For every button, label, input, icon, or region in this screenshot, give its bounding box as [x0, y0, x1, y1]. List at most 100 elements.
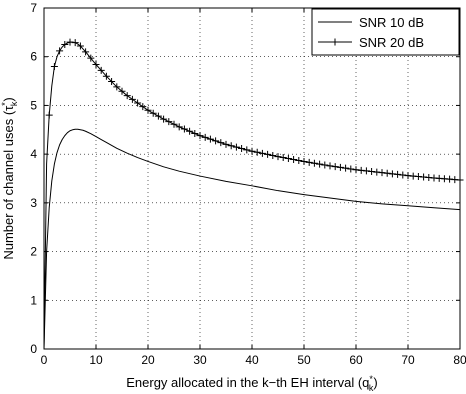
- data-point: [217, 139, 225, 147]
- data-point: [290, 156, 298, 164]
- y-tick-label: 3: [30, 196, 37, 210]
- data-point: [175, 123, 183, 131]
- data-point: [274, 153, 282, 161]
- x-tick-label: 10: [89, 353, 103, 367]
- data-point: [149, 109, 157, 117]
- legend-item-2: SNR 20 dB: [318, 35, 424, 50]
- legend-label: SNR 20 dB: [359, 35, 424, 50]
- data-point: [352, 166, 360, 174]
- x-tick-label: 70: [401, 353, 415, 367]
- legend-marker: [331, 38, 339, 46]
- data-point: [61, 41, 69, 49]
- legend-item-1: SNR 10 dB: [318, 15, 424, 30]
- data-point: [50, 62, 58, 70]
- y-tick-label: 1: [30, 293, 37, 307]
- data-point: [284, 155, 292, 163]
- data-point: [331, 163, 339, 171]
- x-tick-label: 20: [141, 353, 155, 367]
- data-point: [191, 129, 199, 137]
- series-line-1: [43, 128, 461, 350]
- y-tick-label: 2: [30, 245, 37, 259]
- data-point: [310, 159, 318, 167]
- data-point: [45, 111, 53, 119]
- data-point: [56, 47, 64, 55]
- y-axis-label-sub: k: [9, 101, 19, 106]
- data-point: [373, 168, 381, 176]
- series-markers-2: [45, 38, 464, 184]
- data-point: [71, 39, 79, 47]
- x-tick-label: 60: [349, 353, 363, 367]
- y-tick-label: 5: [30, 98, 37, 112]
- plot-area: [44, 8, 460, 349]
- data-point: [113, 83, 121, 91]
- data-point: [316, 160, 324, 168]
- data-point: [165, 118, 173, 126]
- data-point: [87, 54, 95, 62]
- y-tick-label: 7: [30, 1, 37, 15]
- data-point: [139, 103, 147, 111]
- data-point: [154, 112, 162, 120]
- data-point: [258, 149, 266, 157]
- data-point: [279, 154, 287, 162]
- data-point: [326, 162, 334, 170]
- data-point: [378, 169, 386, 177]
- data-point: [92, 61, 100, 69]
- data-point: [248, 147, 256, 155]
- data-point: [383, 169, 391, 177]
- data-point: [170, 120, 178, 128]
- legend-box: [311, 8, 460, 56]
- data-point: [102, 72, 110, 80]
- data-point: [160, 115, 168, 123]
- x-axis-label: Energy allocated in the k−th EH interval…: [126, 374, 378, 393]
- y-tick-label: 6: [30, 50, 37, 64]
- data-point: [295, 156, 303, 164]
- x-tick-label: 0: [41, 353, 48, 367]
- data-point: [212, 137, 220, 145]
- data-point: [399, 171, 407, 179]
- data-point: [394, 170, 402, 178]
- y-axis-label: Number of channel uses (τ*k): [0, 97, 19, 259]
- data-point: [186, 127, 194, 135]
- data-point: [357, 166, 365, 174]
- data-point: [321, 161, 329, 169]
- data-point: [347, 165, 355, 173]
- x-axis-label-main: Energy allocated in the k−th EH interval…: [126, 375, 369, 390]
- data-point: [97, 66, 105, 74]
- data-point: [118, 87, 126, 95]
- x-tick-label: 40: [245, 353, 259, 367]
- data-point: [368, 167, 376, 175]
- data-point: [180, 125, 188, 133]
- data-point: [388, 170, 396, 178]
- data-point: [108, 78, 116, 86]
- x-axis-label-end: ): [373, 375, 377, 390]
- legend-label: SNR 10 dB: [359, 15, 424, 30]
- data-point: [238, 144, 246, 152]
- data-point: [305, 158, 313, 166]
- data-point: [222, 140, 230, 148]
- axis-ticks: 0 10 20 30 40 50 60 70 80 0 1 2 3 4 5 6 7: [30, 1, 466, 367]
- data-point: [134, 99, 142, 107]
- y-axis-label-sup: *: [0, 102, 10, 106]
- data-point: [232, 143, 240, 151]
- data-point: [269, 152, 277, 160]
- data-point: [342, 164, 350, 172]
- x-axis-label-sup: *: [369, 374, 373, 384]
- data-point: [144, 106, 152, 114]
- data-point: [336, 163, 344, 171]
- x-axis-label-sub: k: [369, 383, 374, 393]
- x-tick-label: 50: [297, 353, 311, 367]
- y-tick-label: 4: [30, 147, 37, 161]
- data-point: [300, 157, 308, 165]
- data-point: [243, 146, 251, 154]
- data-point: [196, 132, 204, 140]
- x-tick-label: 30: [193, 353, 207, 367]
- x-tick-label: 80: [453, 353, 466, 367]
- data-point: [201, 133, 209, 141]
- data-point: [362, 167, 370, 175]
- data-point: [128, 95, 136, 103]
- data-point: [253, 148, 261, 156]
- legend: SNR 10 dB SNR 20 dB: [311, 8, 460, 56]
- y-axis-label-end: ): [1, 97, 16, 101]
- series-layer: [43, 38, 464, 350]
